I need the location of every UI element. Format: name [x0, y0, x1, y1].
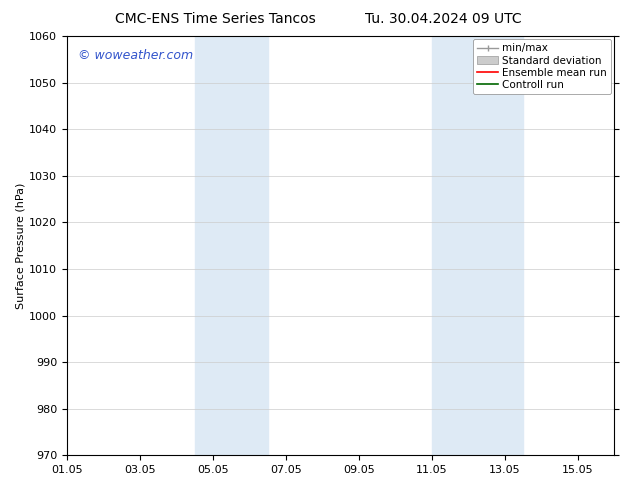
- Text: CMC-ENS Time Series Tancos: CMC-ENS Time Series Tancos: [115, 12, 316, 26]
- Bar: [195, 36, 268, 455]
- Text: © woweather.com: © woweather.com: [78, 49, 193, 62]
- Legend: min/max, Standard deviation, Ensemble mean run, Controll run: min/max, Standard deviation, Ensemble me…: [473, 39, 611, 94]
- Y-axis label: Surface Pressure (hPa): Surface Pressure (hPa): [15, 183, 25, 309]
- Text: Tu. 30.04.2024 09 UTC: Tu. 30.04.2024 09 UTC: [365, 12, 522, 26]
- Bar: [432, 36, 523, 455]
